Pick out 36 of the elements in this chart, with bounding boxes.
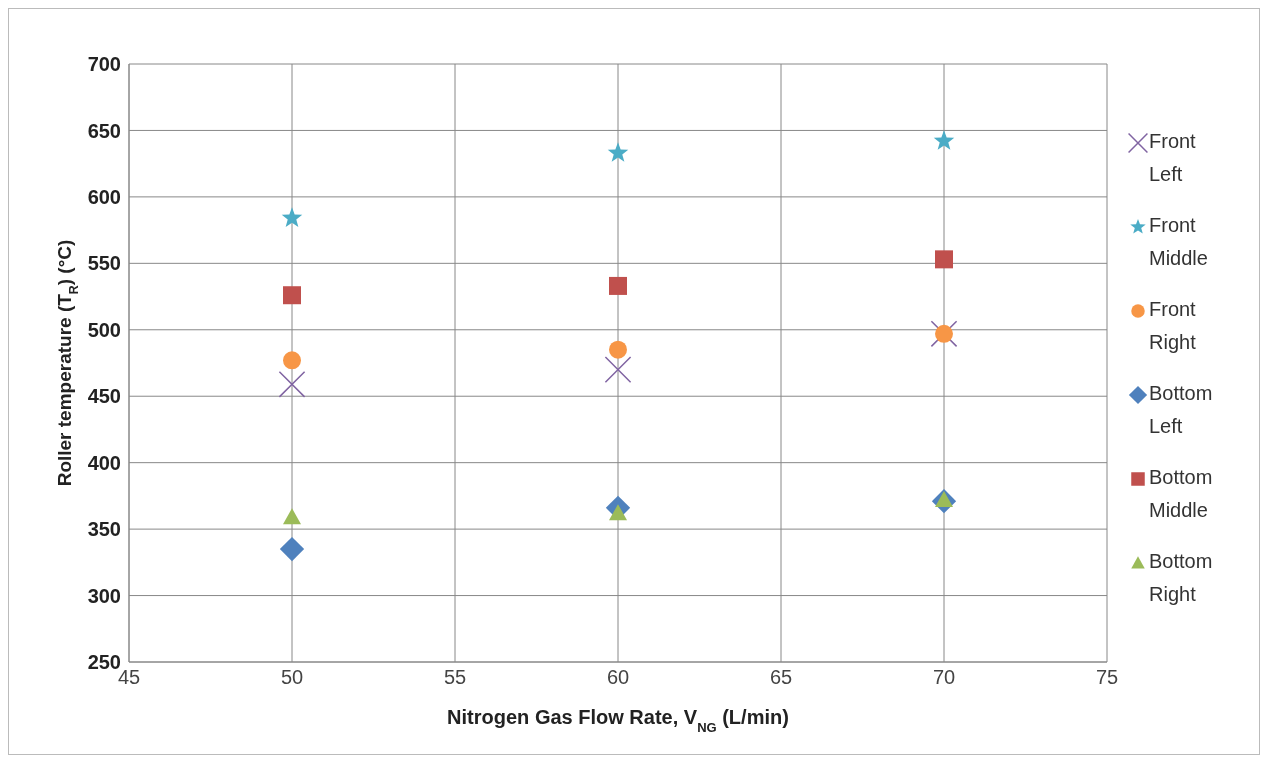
y-tick-label: 350 <box>87 518 121 541</box>
x-tick-label: 70 <box>932 666 956 689</box>
legend-label: Bottom Right <box>1149 548 1214 607</box>
point <box>279 536 305 562</box>
legend-label: Front Middle <box>1149 212 1209 271</box>
x-tick-label: 50 <box>280 666 304 689</box>
point <box>607 142 629 162</box>
y-tick-label: 300 <box>87 584 121 607</box>
y-tick-label: 550 <box>87 252 121 275</box>
point <box>281 207 303 227</box>
point <box>283 508 301 525</box>
legend-label: Front Left <box>1149 128 1197 187</box>
point <box>283 351 301 370</box>
x-axis-title: Nitrogen Gas Flow Rate, V$_{NG}$ (L/min) <box>447 706 789 735</box>
legend-label: Bottom Middle <box>1149 464 1214 523</box>
x-tick-label: 55 <box>443 666 467 689</box>
x-tick-label: 75 <box>1095 666 1119 689</box>
point <box>604 356 632 383</box>
y-tick-label: 600 <box>87 185 121 208</box>
x-tick-label: 60 <box>606 666 630 689</box>
y-tick-label: 650 <box>87 119 121 142</box>
point <box>609 340 627 359</box>
y-tick-label: 250 <box>87 651 121 674</box>
point <box>278 370 306 398</box>
legend-label: Bottom Left <box>1149 380 1214 439</box>
y-tick-label: 500 <box>87 318 121 341</box>
y-tick-label: 700 <box>87 53 121 76</box>
point <box>609 276 627 295</box>
point <box>283 286 301 305</box>
y-tick-label: 400 <box>87 451 121 474</box>
point <box>933 130 955 150</box>
point <box>935 250 953 269</box>
point <box>935 324 953 343</box>
y-tick-label: 450 <box>87 385 121 408</box>
x-tick-label: 65 <box>769 666 793 689</box>
legend-label: Front Right <box>1149 296 1197 355</box>
